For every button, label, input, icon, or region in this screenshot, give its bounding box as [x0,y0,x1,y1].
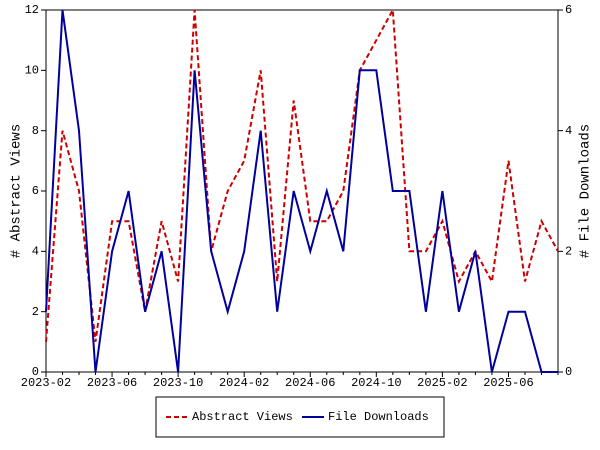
x-tick-label: 2023-10 [153,376,203,390]
series-line [45,9,558,373]
x-tick-label: 2025-06 [483,376,533,390]
x-tick-label: 2024-10 [351,376,401,390]
x-tick-label: 2023-06 [87,376,137,390]
y2-tick-label: 6 [565,3,572,17]
y-tick-label: 10 [25,64,39,78]
legend-label: File Downloads [328,410,429,424]
y2-tick-label: 2 [565,245,572,259]
y-tick-label: 0 [32,365,39,379]
y2-tick-label: 4 [565,124,572,138]
y2-axis-title: # File Downloads [578,124,594,258]
y-tick-label: 4 [32,245,39,259]
y-tick-label: 2 [32,305,39,319]
x-tick-label: 2025-02 [417,376,467,390]
y-tick-label: 8 [32,124,39,138]
x-tick-label: 2024-06 [285,376,335,390]
y-axis-title: # Abstract Views [9,124,25,258]
plot-frame [45,9,559,373]
x-tick-label: 2024-02 [219,376,269,390]
x-tick-label: 2023-02 [21,376,71,390]
y-tick-label: 6 [32,184,39,198]
y2-tick-label: 0 [565,365,572,379]
y-tick-label: 12 [25,3,39,17]
series-line [45,6,559,342]
legend-box [155,396,445,438]
legend-label: Abstract Views [192,410,293,424]
